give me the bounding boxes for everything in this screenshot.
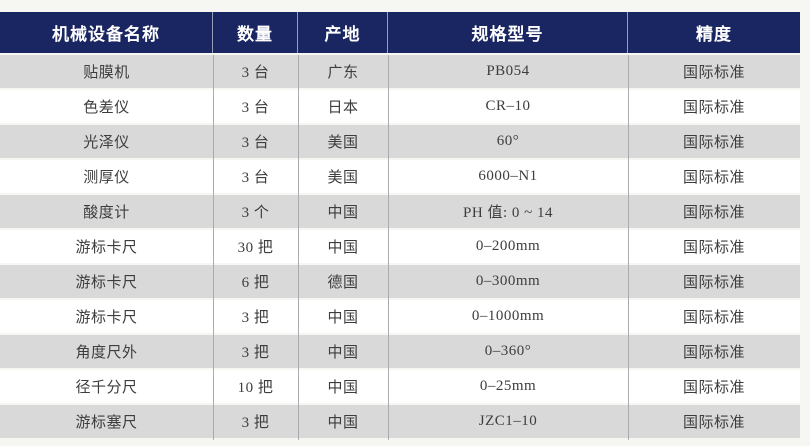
cell-model: 60° bbox=[496, 133, 520, 149]
cell-quantity: 3 台 bbox=[241, 100, 270, 116]
cell-name: 游标卡尺 bbox=[75, 310, 138, 326]
cell-quantity: 3 把 bbox=[241, 310, 270, 326]
cell-precision: 国际标准 bbox=[682, 205, 745, 221]
cell-name: 径千分尺 bbox=[75, 380, 138, 396]
cell-quantity: 10 把 bbox=[237, 380, 274, 396]
cell-precision: 国际标准 bbox=[682, 240, 745, 256]
cell-origin: 中国 bbox=[327, 380, 359, 396]
table-row: 贴膜机 3 台 广东 PB054 国际标准 bbox=[0, 55, 800, 88]
cell-origin: 中国 bbox=[327, 310, 359, 326]
table-row: 游标卡尺 6 把 德国 0–300mm 国际标准 bbox=[0, 265, 800, 298]
cell-model: PH 值: 0 ~ 14 bbox=[463, 205, 553, 221]
cell-precision: 国际标准 bbox=[682, 415, 745, 431]
cell-origin: 美国 bbox=[327, 135, 359, 151]
cell-model: CR–10 bbox=[485, 98, 531, 114]
cell-quantity: 3 把 bbox=[241, 345, 270, 361]
cell-origin: 广东 bbox=[327, 65, 359, 81]
cell-name: 游标卡尺 bbox=[75, 240, 138, 256]
table-row: 光泽仪 3 台 美国 60° 国际标准 bbox=[0, 125, 800, 158]
cell-model: 0–25mm bbox=[479, 378, 537, 394]
table-row: 游标卡尺 30 把 中国 0–200mm 国际标准 bbox=[0, 230, 800, 263]
cell-quantity: 3 台 bbox=[241, 170, 270, 186]
column-header-2: 产地 bbox=[298, 12, 388, 53]
table-row: 色差仪 3 台 日本 CR–10 国际标准 bbox=[0, 90, 800, 123]
cell-model: 0–1000mm bbox=[471, 308, 545, 324]
cell-quantity: 3 个 bbox=[241, 205, 270, 221]
cell-origin: 日本 bbox=[327, 100, 359, 116]
table-row: 游标卡尺 3 把 中国 0–1000mm 国际标准 bbox=[0, 300, 800, 333]
cell-origin: 中国 bbox=[327, 345, 359, 361]
column-divider-line bbox=[628, 55, 629, 440]
cell-precision: 国际标准 bbox=[682, 380, 745, 396]
cell-name: 测厚仪 bbox=[83, 170, 130, 186]
table-body: 贴膜机 3 台广东 PB054 国际标准 色差仪 3 台日本 CR–10 国际标准 光泽仪 3 台… bbox=[0, 55, 800, 438]
column-divider-line bbox=[388, 55, 389, 440]
cell-quantity: 30 把 bbox=[237, 240, 274, 256]
cell-quantity: 6 把 bbox=[241, 275, 270, 291]
column-header-3: 规格型号 bbox=[388, 12, 628, 53]
cell-precision: 国际标准 bbox=[682, 345, 745, 361]
column-divider-line bbox=[213, 55, 214, 440]
column-header-0: 机械设备名称 bbox=[0, 12, 213, 53]
column-divider-line bbox=[298, 55, 299, 440]
cell-precision: 国际标准 bbox=[682, 100, 745, 116]
cell-precision: 国际标准 bbox=[682, 310, 745, 326]
cell-model: 0–360° bbox=[484, 343, 532, 359]
cell-name: 贴膜机 bbox=[83, 65, 130, 81]
cell-origin: 中国 bbox=[327, 205, 359, 221]
cell-model: 0–300mm bbox=[475, 273, 541, 289]
table-header-row: 机械设备名称 数量 产地 规格型号 精度 bbox=[0, 12, 800, 53]
equipment-table: 机械设备名称 数量 产地 规格型号 精度 贴膜机 3 台广东 PB054 国际标准 色差仪 3 台… bbox=[0, 12, 800, 440]
cell-origin: 中国 bbox=[327, 415, 359, 431]
cell-name: 色差仪 bbox=[83, 100, 130, 116]
column-header-4: 精度 bbox=[696, 25, 732, 44]
cell-origin: 美国 bbox=[327, 170, 359, 186]
cell-name: 酸度计 bbox=[83, 205, 130, 221]
cell-origin: 中国 bbox=[327, 240, 359, 256]
cell-quantity: 3 把 bbox=[241, 415, 270, 431]
cell-precision: 国际标准 bbox=[682, 170, 745, 186]
cell-model: PB054 bbox=[486, 63, 530, 79]
cell-name: 游标塞尺 bbox=[75, 415, 138, 431]
cell-name: 光泽仪 bbox=[83, 135, 130, 151]
cell-precision: 国际标准 bbox=[682, 65, 745, 81]
cell-name: 角度尺外 bbox=[75, 345, 138, 361]
cell-model: JZC1–10 bbox=[478, 413, 538, 429]
table-row: 角度尺外 3 把 中国 0–360° 国际标准 bbox=[0, 335, 800, 368]
cell-quantity: 3 台 bbox=[241, 65, 270, 81]
cell-model: 0–200mm bbox=[475, 238, 541, 254]
cell-name: 游标卡尺 bbox=[75, 275, 138, 291]
table-row: 酸度计 3 个 中国 PH 值: 0 ~ 14 国际标准 bbox=[0, 195, 800, 228]
table-row: 游标塞尺 3 把 中国 JZC1–10 国际标准 bbox=[0, 405, 800, 438]
table-row: 径千分尺 10 把 中国 0–25mm 国际标准 bbox=[0, 370, 800, 403]
column-header-1: 数量 bbox=[213, 12, 298, 53]
cell-precision: 国际标准 bbox=[682, 135, 745, 151]
cell-precision: 国际标准 bbox=[682, 275, 745, 291]
cell-origin: 德国 bbox=[327, 275, 359, 291]
table-row: 测厚仪 3 台 美国 6000–N1 国际标准 bbox=[0, 160, 800, 193]
cell-model: 6000–N1 bbox=[478, 168, 538, 184]
cell-quantity: 3 台 bbox=[241, 135, 270, 151]
